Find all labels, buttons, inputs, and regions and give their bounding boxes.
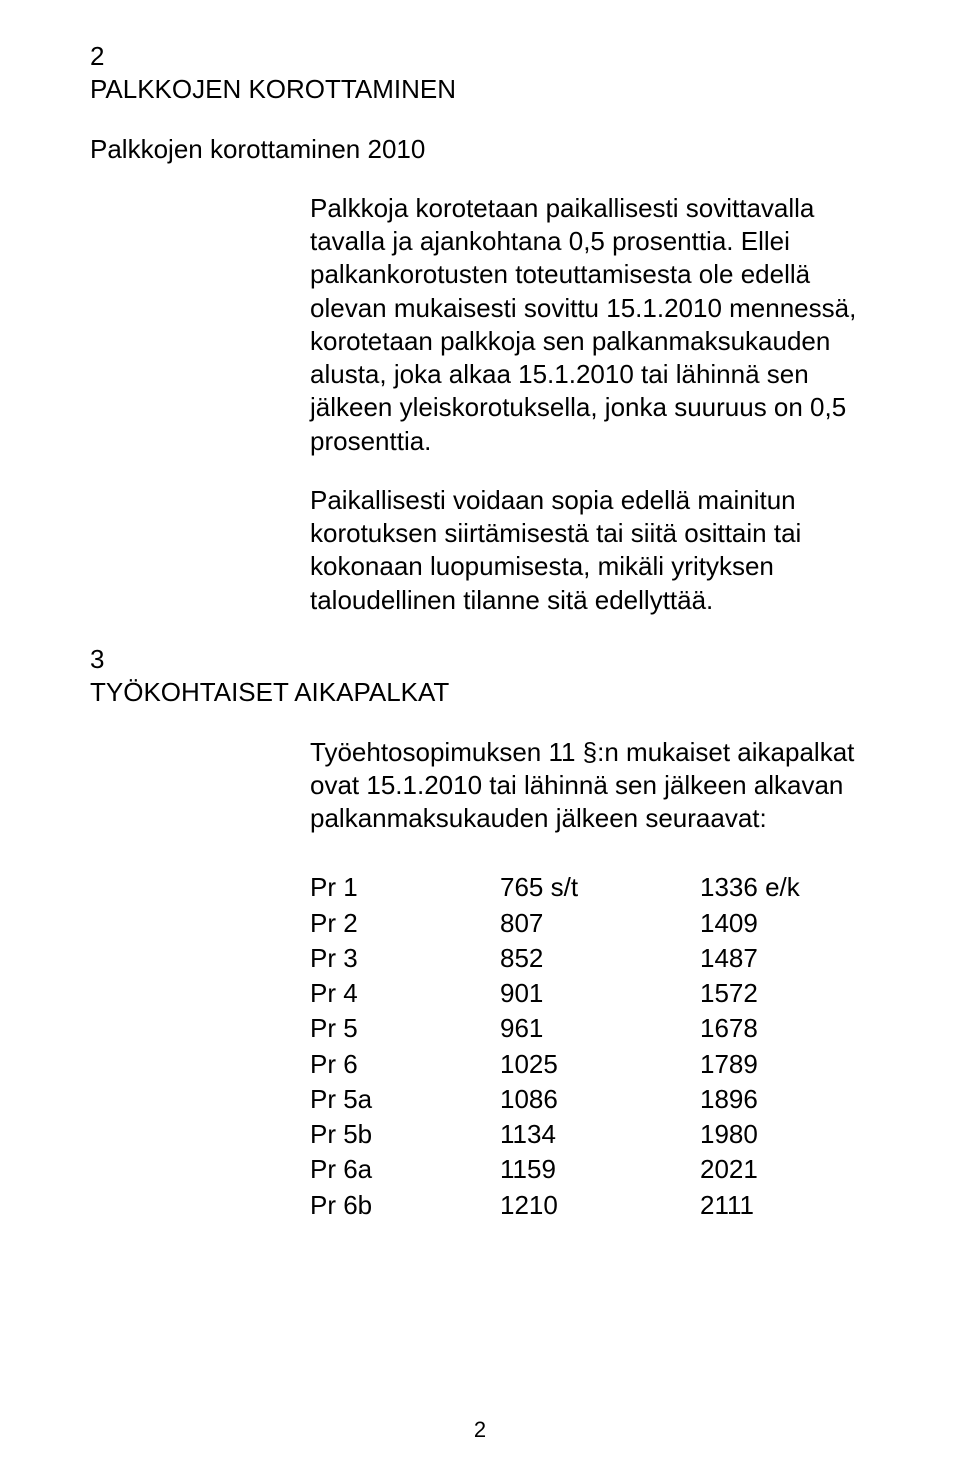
- rate-label: Pr 6: [310, 1048, 500, 1083]
- rate-label: Pr 6b: [310, 1189, 500, 1224]
- section3-number: 3: [90, 643, 870, 676]
- section3-paragraph-1: Työehtosopimuksen 11 §:n mukaiset aikapa…: [310, 736, 870, 836]
- section2-number: 2: [90, 40, 870, 73]
- rate-value-1: 852: [500, 942, 700, 977]
- rate-label: Pr 4: [310, 977, 500, 1012]
- section2-heading: PALKKOJEN KOROTTAMINEN: [90, 73, 870, 106]
- table-row: Pr 6a11592021: [310, 1153, 860, 1188]
- rate-value-2: 2111: [700, 1189, 860, 1224]
- table-row: Pr 610251789: [310, 1048, 860, 1083]
- rate-value-1: 1025: [500, 1048, 700, 1083]
- table-row: Pr 59611678: [310, 1012, 860, 1047]
- table-row: Pr 38521487: [310, 942, 860, 977]
- rate-value-1: 807: [500, 907, 700, 942]
- table-row: Pr 1765 s/t1336 e/k: [310, 871, 860, 906]
- pay-rate-table: Pr 1765 s/t1336 e/kPr 28071409Pr 3852148…: [310, 871, 870, 1224]
- rate-value-1: 901: [500, 977, 700, 1012]
- rate-value-2: 1789: [700, 1048, 860, 1083]
- rate-label: Pr 5b: [310, 1118, 500, 1153]
- rate-label: Pr 3: [310, 942, 500, 977]
- rate-label: Pr 2: [310, 907, 500, 942]
- document-page: 2 PALKKOJEN KOROTTAMINEN Palkkojen korot…: [0, 0, 960, 1469]
- rate-label: Pr 1: [310, 871, 500, 906]
- table-row: Pr 49011572: [310, 977, 860, 1012]
- rate-label: Pr 6a: [310, 1153, 500, 1188]
- rate-value-2: 1487: [700, 942, 860, 977]
- table-row: Pr 5a10861896: [310, 1083, 860, 1118]
- rate-value-1: 961: [500, 1012, 700, 1047]
- table-row: Pr 28071409: [310, 907, 860, 942]
- rate-value-2: 1336 e/k: [700, 871, 860, 906]
- section2-paragraph-2: Paikallisesti voidaan sopia edellä maini…: [310, 484, 870, 617]
- section2-paragraph-1: Palkkoja korotetaan paikallisesti sovitt…: [310, 192, 870, 458]
- section3-heading: TYÖKOHTAISET AIKAPALKAT: [90, 676, 870, 709]
- rate-value-1: 765 s/t: [500, 871, 700, 906]
- rate-value-2: 1572: [700, 977, 860, 1012]
- table-row: Pr 5b11341980: [310, 1118, 860, 1153]
- rate-value-2: 1980: [700, 1118, 860, 1153]
- rate-value-1: 1134: [500, 1118, 700, 1153]
- rate-value-2: 1896: [700, 1083, 860, 1118]
- rate-value-2: 1409: [700, 907, 860, 942]
- table-row: Pr 6b12102111: [310, 1189, 860, 1224]
- rate-value-1: 1086: [500, 1083, 700, 1118]
- rate-value-2: 1678: [700, 1012, 860, 1047]
- rate-value-1: 1159: [500, 1153, 700, 1188]
- rate-label: Pr 5a: [310, 1083, 500, 1118]
- page-number: 2: [0, 1417, 960, 1443]
- rate-value-1: 1210: [500, 1189, 700, 1224]
- section2-subheading: Palkkojen korottaminen 2010: [90, 133, 870, 166]
- rate-value-2: 2021: [700, 1153, 860, 1188]
- rate-label: Pr 5: [310, 1012, 500, 1047]
